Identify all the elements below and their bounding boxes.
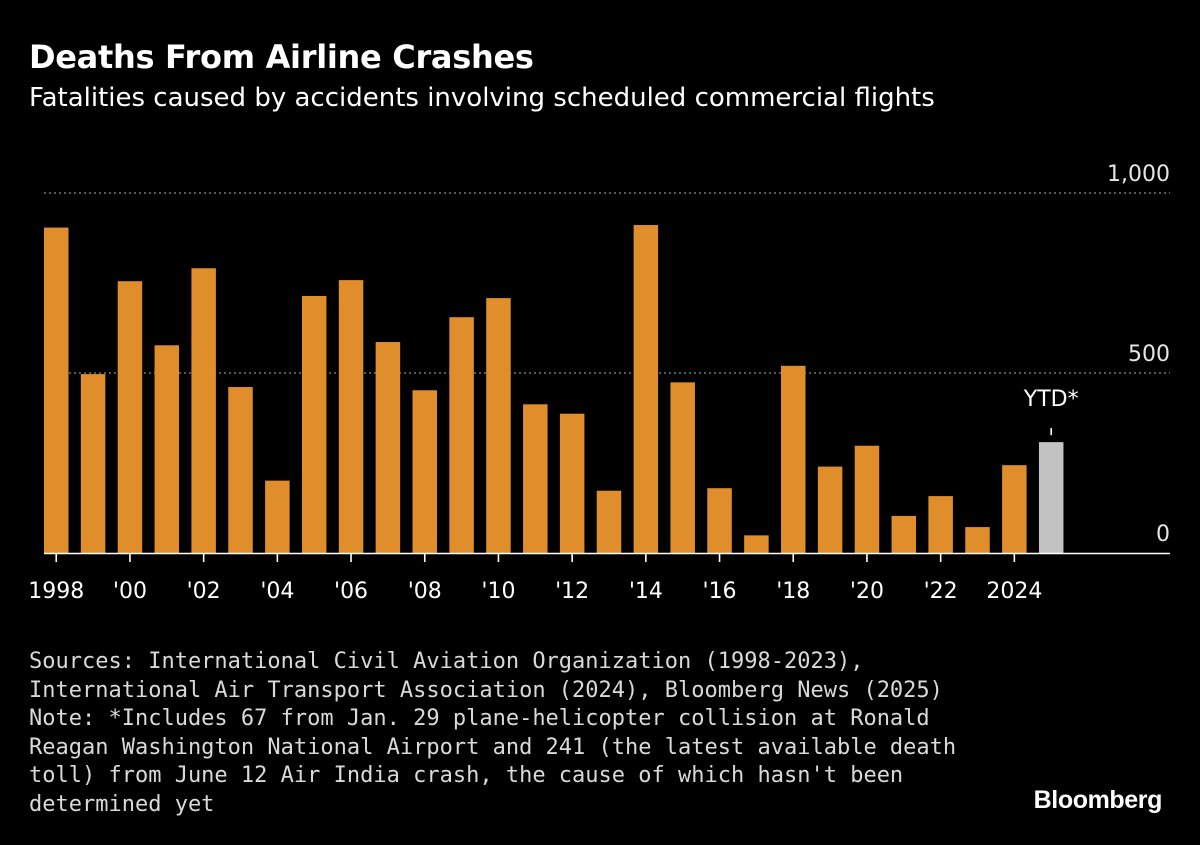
x-tick-label: '02 xyxy=(187,579,221,604)
bar xyxy=(1002,465,1027,553)
bar xyxy=(486,298,511,553)
notes-line: toll) from June 12 Air India crash, the … xyxy=(29,763,904,788)
bar xyxy=(707,488,732,553)
bar xyxy=(44,227,69,553)
notes-line: Sources: International Civil Aviation Or… xyxy=(29,649,864,674)
bar xyxy=(670,382,695,553)
bar xyxy=(191,268,216,553)
notes-line: International Air Transport Association … xyxy=(29,677,943,703)
bloomberg-logo: Bloomberg xyxy=(1033,786,1163,814)
bar xyxy=(928,496,953,553)
bar xyxy=(633,225,659,553)
bar xyxy=(80,374,106,553)
bar xyxy=(854,445,880,553)
bar xyxy=(596,490,622,553)
x-tick-label: '22 xyxy=(924,579,958,604)
bar-ytd xyxy=(1038,442,1064,553)
bar xyxy=(338,280,364,553)
bar xyxy=(375,342,401,553)
bar xyxy=(449,317,474,553)
y-tick-label: 0 xyxy=(1156,522,1170,547)
bar xyxy=(559,413,585,553)
bar xyxy=(154,345,180,553)
chart-title: Deaths From Airline Crashes xyxy=(29,38,534,76)
bar xyxy=(412,390,437,553)
x-tick-label: '04 xyxy=(260,579,294,604)
bar xyxy=(228,387,253,553)
x-tick-label: '16 xyxy=(703,579,737,604)
x-tick-label: '08 xyxy=(408,579,442,604)
notes-line: Note: *Includes 67 from Jan. 29 plane-he… xyxy=(29,706,930,731)
chart-subtitle: Fatalities caused by accidents involving… xyxy=(29,83,935,113)
x-tick-label: 2024 xyxy=(986,579,1042,604)
source-notes: Sources: International Civil Aviation Or… xyxy=(29,648,957,819)
bar xyxy=(265,480,290,553)
x-tick-label: '06 xyxy=(334,579,368,604)
bar xyxy=(301,295,327,553)
bar xyxy=(817,466,843,553)
x-tick-label: '20 xyxy=(850,579,884,604)
bar-chart: 1,000 500 0 1998 '00 '02 '04 '06 '08 '10 '12 '14 '16… xyxy=(28,162,1170,604)
x-tick-label: '18 xyxy=(776,579,810,604)
bar xyxy=(744,535,769,553)
x-tick-label: 1998 xyxy=(28,579,84,604)
bar xyxy=(117,281,143,553)
bar xyxy=(965,527,990,553)
x-tick-label: '12 xyxy=(555,579,589,604)
ytd-annotation: YTD* xyxy=(1023,387,1079,412)
y-tick-label: 1,000 xyxy=(1107,162,1170,187)
x-tick-label: '10 xyxy=(481,579,515,604)
x-tick-label: '00 xyxy=(113,579,147,604)
x-tick-label: '14 xyxy=(629,579,663,604)
bar xyxy=(891,515,917,553)
notes-line: Reagan Washington National Airport and 2… xyxy=(29,734,957,760)
bar xyxy=(523,404,548,553)
bar xyxy=(781,365,806,553)
notes-line: determined yet xyxy=(29,791,215,817)
y-tick-label: 500 xyxy=(1128,342,1170,367)
